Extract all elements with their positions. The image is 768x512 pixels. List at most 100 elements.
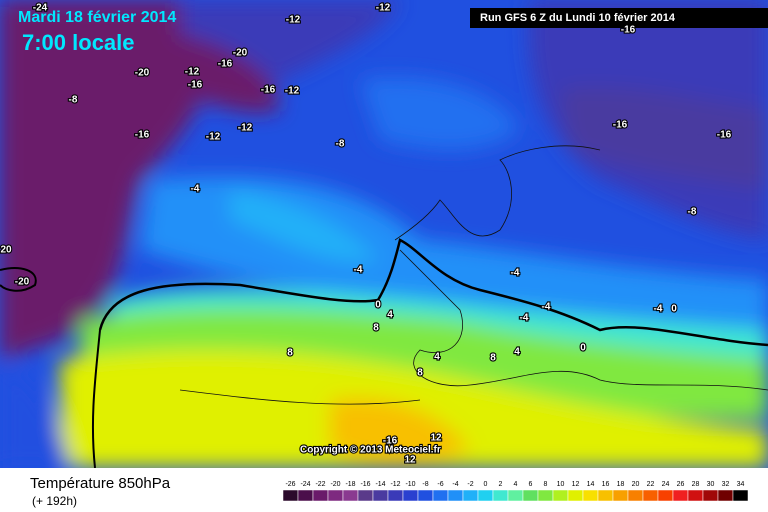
colorbar-tick-label: 34 [737,481,745,488]
contour-label: 12 [404,455,416,466]
contour-label: -12 [286,15,301,26]
colorbar-swatch [297,489,314,502]
colorbar-swatch [642,489,659,502]
contour-label: -16 [613,120,628,131]
contour-labels: -24-12-12-16-20-16-12-20-16 -16 -12-8-16 -1… [0,2,733,467]
contour-label: 8 [490,353,496,364]
contour-label: -16 [188,80,203,91]
colorbar-swatch [567,489,584,502]
colorbar-swatch [357,489,374,502]
contour-label: -4 [520,313,529,324]
contour-label: 4 [387,310,393,321]
colorbar-swatch [327,489,344,502]
colorbar-swatch [657,489,674,502]
contour-label: -8 [688,207,697,218]
colorbar-swatch [402,489,419,502]
contour-label: 4 [434,352,440,363]
colorbar-tick-label: 4 [514,481,518,488]
colorbar-swatch [372,489,389,502]
footer-title: Température 850hPa [30,475,171,492]
contour-label: -4 [542,302,551,313]
colorbar-tick-label: 30 [707,481,715,488]
colorbar-swatch [537,489,554,502]
colorbar-tick-label: -18 [345,481,355,488]
contour-label: 0 [375,300,381,311]
colorbar-tick-label: -26 [285,481,295,488]
colorbar-tick-label: -10 [405,481,415,488]
colorbar-tick-label: -24 [300,481,310,488]
colorbar: -26 -24 -22 -20 -18 -16 -14 -12 -10 -8 -6 -4 -2 0 2 4 6 8… [282,481,749,502]
contour-label: -12 [376,3,391,14]
colorbar-tick-label: 14 [587,481,595,488]
colorbar-tick-label: 28 [692,481,700,488]
colorbar-swatch [507,489,524,502]
contour-label: -4 [511,268,520,279]
contour-label: -4 [191,184,200,195]
contour-label: -4 [654,304,663,315]
colorbar-tick-label: -12 [390,481,400,488]
contour-label: -12 [285,86,300,97]
contour-label: -4 [354,265,363,276]
contour-label: -12 [206,132,221,143]
colorbar-tick-label: -6 [437,481,443,488]
colorbar-swatch [522,489,539,502]
contour-label: -24 [33,3,48,14]
colorbar-tick-label: 2 [499,481,503,488]
colorbar-swatch [627,489,644,502]
contour-label: 0 [580,343,586,354]
colorbar-swatch [387,489,404,502]
time-label: 7:00 locale [22,30,135,55]
copyright: Copyright © 2013 Meteociel.fr [300,445,441,456]
colorbar-swatch [717,489,734,502]
colorbar-swatch [702,489,719,502]
colorbar-tick-label: -8 [422,481,428,488]
colorbar-swatch [672,489,689,502]
contour-label: -16 [261,85,276,96]
colorbar-tick-label: -2 [467,481,473,488]
colorbar-tick-label: 20 [632,481,640,488]
contour-label: -20 [15,277,30,288]
colorbar-swatch [477,489,494,502]
colorbar-swatch [312,489,329,502]
colorbar-swatch [342,489,359,502]
colorbar-swatch [612,489,629,502]
colorbar-swatch [492,489,509,502]
contour-label: -8 [336,139,345,150]
colorbar-tick-label: 32 [722,481,730,488]
colorbar-tick-label: 22 [647,481,655,488]
contour-label: 20 [0,245,12,256]
contour-label: 12 [430,433,442,444]
contour-label: -20 [233,48,248,59]
contour-label: -8 [69,95,78,106]
colorbar-tick-label: -20 [330,481,340,488]
colorbar-swatch [447,489,464,502]
contour-label: 0 [671,304,677,315]
contour-label: -16 [383,436,398,447]
colorbar-tick-label: -4 [452,481,458,488]
contour-label: -16 [218,59,233,70]
colorbar-tick-label: 18 [617,481,625,488]
colorbar-tick-label: 16 [602,481,610,488]
colorbar-swatch [552,489,569,502]
colorbar-swatch [732,489,749,502]
colorbar-swatch [597,489,614,502]
colorbar-tick-label: -14 [375,481,385,488]
date-label: Mardi 18 février 2014 [18,9,176,26]
colorbar-tick-label: 8 [544,481,548,488]
colorbar-tick-label: 26 [677,481,685,488]
colorbar-swatch [417,489,434,502]
colorbar-tick-label: -16 [360,481,370,488]
contour-label: -16 [621,25,636,36]
colorbar-tick-label: -22 [315,481,325,488]
run-box [470,8,768,28]
contour-label: -20 [135,68,150,79]
contour-label: -16 [717,130,732,141]
colorbar-tick-label: 12 [572,481,580,488]
colorbar-tick-label: 6 [529,481,533,488]
colorbar-swatch [432,489,449,502]
colorbar-swatch [462,489,479,502]
colorbar-tick-label: 24 [662,481,670,488]
contour-label: -12 [238,123,253,134]
header: Mardi 18 février 2014 7:00 locale Run GF… [18,8,768,55]
